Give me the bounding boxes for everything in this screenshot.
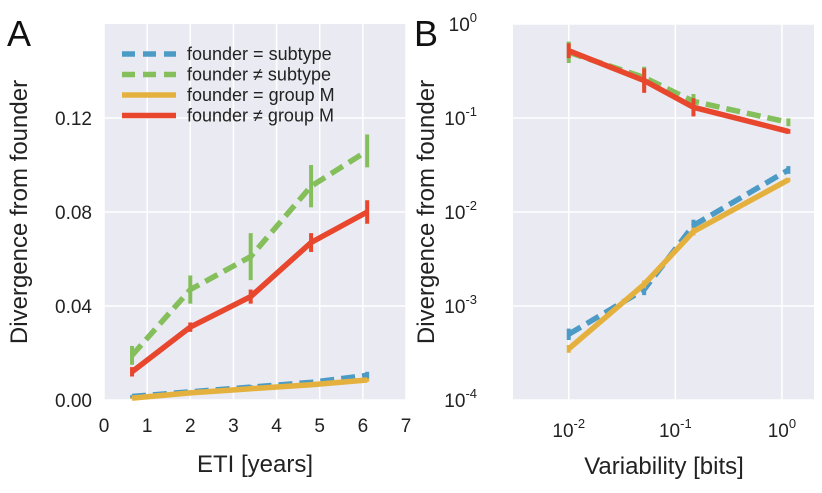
x-tick-label: 4 [271,416,282,437]
series-a [129,134,370,401]
legend-label: founder ≠ group M [187,106,334,126]
legend-label: founder = group M [187,85,335,105]
y-tick-label: 10-4 [444,386,477,412]
x-tick-label: 6 [358,416,369,437]
y-tick-label: 10-3 [444,292,477,318]
x-tick-label: 7 [401,416,412,437]
series-line-a-0 [131,372,368,400]
x-axis-label-a: ETI [years] [197,451,313,478]
x-tick-label: 10-2 [552,416,585,442]
series-line-b-2 [566,177,790,351]
y-tick-label: 0.00 [55,391,92,412]
y-tick-label: 10-2 [444,198,477,224]
grid-b [513,23,814,401]
y-tick-label: 0.12 [55,109,92,130]
y-tick-label: 0.04 [55,297,92,318]
x-tick-label: 10-1 [659,416,692,442]
y-axis-label-a: Divergence from founder [6,80,33,344]
x-tick-label: 5 [314,416,325,437]
x-axis-label-b: Variability [bits] [584,453,744,480]
x-tick-label: 0 [99,416,110,437]
ticks-a: 0 1 2 3 4 5 6 7 0.00 0.04 0.08 0.12 [55,109,411,437]
y-tick-label: 0.08 [55,203,92,224]
y-tick-label: 100 [449,10,477,36]
series-line-b-1 [567,49,789,125]
y-axis-label-b: Divergence from founder [413,80,440,344]
x-tick-label: 1 [142,416,153,437]
x-tick-label: 3 [228,416,239,437]
y-tick-label: 10-1 [444,104,477,130]
ticks-b: 10-2 10-1 100 10-4 10-3 10-2 10-1 100 [444,10,796,442]
series-b [566,41,791,353]
x-tick-label: 2 [185,416,196,437]
series-line-b-3 [567,48,790,135]
panel-label-b: B [414,13,438,54]
panel-label-a: A [7,13,31,54]
x-tick-label: 100 [768,416,796,442]
legend-label: founder ≠ subtype [187,65,331,85]
legend-label: founder = subtype [187,44,332,64]
